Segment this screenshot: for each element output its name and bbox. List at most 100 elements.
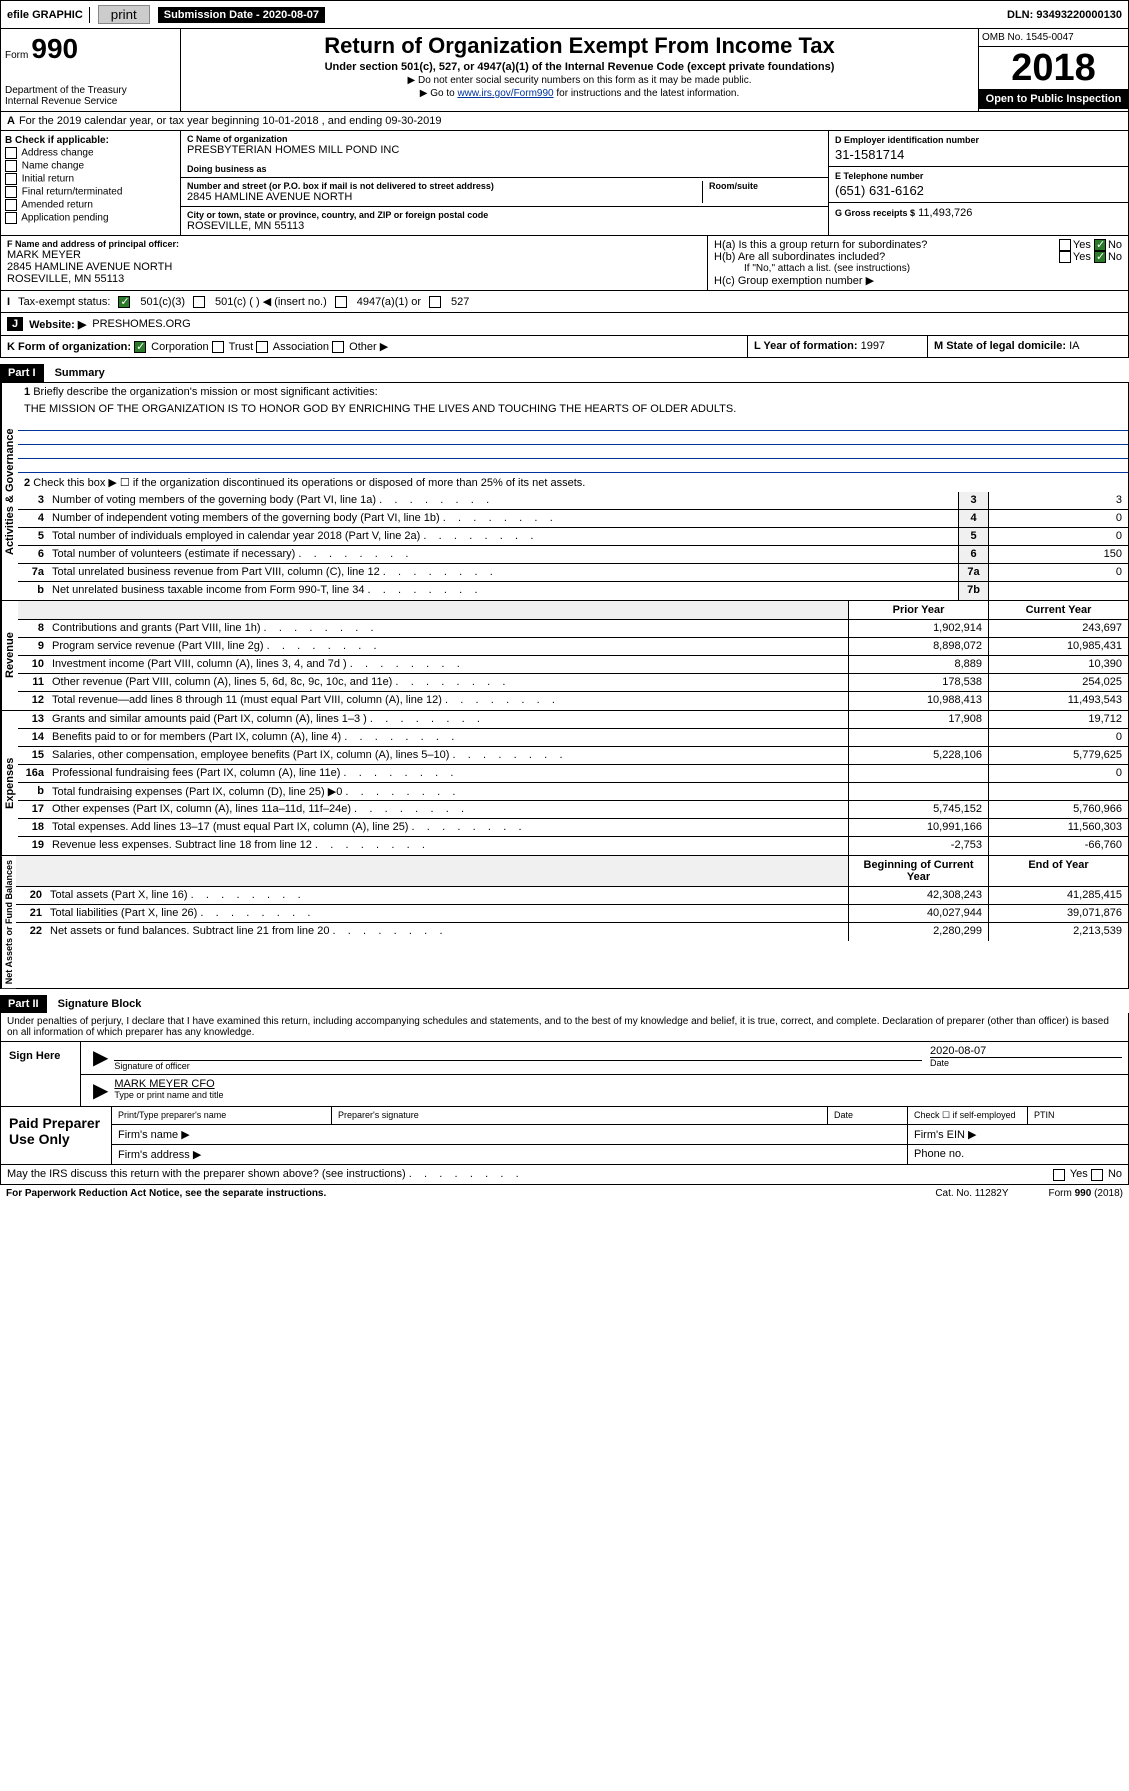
date-label: Date — [930, 1057, 1122, 1068]
check-amended: Amended return — [5, 199, 176, 211]
gross-value: 11,493,726 — [918, 207, 972, 219]
expenses-label: Expenses — [1, 711, 18, 855]
firm-ein-label: Firm's EIN ▶ — [908, 1125, 1128, 1144]
perjury-statement: Under penalties of perjury, I declare th… — [1, 1013, 1128, 1042]
gov-line-3: 3 Number of voting members of the govern… — [18, 492, 1128, 510]
section-h: H(a) Is this a group return for subordin… — [708, 236, 1128, 290]
website-row: J Website: ▶ PRESHOMES.ORG — [0, 313, 1129, 336]
tax-exempt-row: I Tax-exempt status: 501(c)(3) 501(c) ( … — [0, 291, 1129, 313]
period-text: For the 2019 calendar year, or tax year … — [19, 115, 442, 127]
print-button[interactable]: print — [98, 5, 150, 24]
sig-arrow-icon: ▶ — [87, 1045, 114, 1071]
main-info: B Check if applicable: Address change Na… — [0, 131, 1129, 236]
line2: 2 Check this box ▶ ☐ if the organization… — [18, 473, 1128, 492]
exp-line-18: 18 Total expenses. Add lines 13–17 (must… — [18, 819, 1128, 837]
sign-here-label: Sign Here — [1, 1042, 81, 1106]
rev-line-10: 10 Investment income (Part VIII, column … — [18, 656, 1128, 674]
ein-value: 31-1581714 — [835, 147, 1122, 162]
section-k: K Form of organization: Corporation Trus… — [1, 336, 748, 357]
rev-line-12: 12 Total revenue—add lines 8 through 11 … — [18, 692, 1128, 710]
rev-line-11: 11 Other revenue (Part VIII, column (A),… — [18, 674, 1128, 692]
form-header: Form 990 Department of the Treasury Inte… — [0, 29, 1129, 112]
firm-phone-label: Phone no. — [908, 1145, 1128, 1164]
form-org-row: K Form of organization: Corporation Trus… — [0, 336, 1129, 358]
tax-year: 2018 — [979, 47, 1128, 89]
title-box: Return of Organization Exempt From Incom… — [181, 29, 978, 111]
irs-link[interactable]: www.irs.gov/Form990 — [457, 88, 553, 99]
firm-name-label: Firm's name ▶ — [112, 1125, 908, 1144]
col-right: D Employer identification number 31-1581… — [828, 131, 1128, 235]
revenue-label: Revenue — [1, 601, 18, 710]
check-pending: Application pending — [5, 212, 176, 224]
firm-addr-label: Firm's address ▶ — [112, 1145, 908, 1164]
gov-line-5: 5 Total number of individuals employed i… — [18, 528, 1128, 546]
prep-sig-label: Preparer's signature — [332, 1107, 828, 1124]
section-l: L Year of formation: 1997 — [748, 336, 928, 357]
form-prefix: Form — [5, 50, 28, 61]
prep-name-label: Print/Type preparer's name — [112, 1107, 332, 1124]
part1-badge: Part I — [0, 364, 44, 382]
efile-label: efile GRAPHIC — [1, 7, 90, 23]
section-b-label: B Check if applicable: — [5, 135, 176, 146]
name-label: C Name of organization — [187, 134, 822, 144]
exp-line-13: 13 Grants and similar amounts paid (Part… — [18, 711, 1128, 729]
phone-value: (651) 631-6162 — [835, 183, 1122, 198]
top-bar: efile GRAPHIC print Submission Date - 20… — [0, 0, 1129, 29]
city-label: City or town, state or province, country… — [187, 210, 822, 220]
sig-arrow-icon-2: ▶ — [87, 1078, 114, 1103]
check-name: Name change — [5, 160, 176, 172]
period-row: A For the 2019 calendar year, or tax yea… — [0, 112, 1129, 131]
footer: For Paperwork Reduction Act Notice, see … — [0, 1185, 1129, 1202]
sig-officer-label: Signature of officer — [114, 1061, 922, 1071]
cat-number: Cat. No. 11282Y — [935, 1188, 1008, 1199]
paid-preparer-label: Paid Preparer Use Only — [1, 1107, 111, 1164]
governance-label: Activities & Governance — [1, 383, 18, 600]
instruction-2: ▶ Go to www.irs.gov/Form990 for instruct… — [189, 88, 970, 99]
sig-date: 2020-08-07 — [930, 1045, 1122, 1057]
instruction-1: ▶ Do not enter social security numbers o… — [189, 75, 970, 86]
gov-line-6: 6 Total number of volunteers (estimate i… — [18, 546, 1128, 564]
org-name-row: C Name of organization PRESBYTERIAN HOME… — [181, 131, 828, 178]
check-501c3 — [118, 296, 130, 308]
signature-block: Under penalties of perjury, I declare th… — [0, 1013, 1129, 1107]
gov-line-4: 4 Number of independent voting members o… — [18, 510, 1128, 528]
net-line-20: 20 Total assets (Part X, line 16) 42,308… — [16, 887, 1128, 905]
form-number-box: Form 990 Department of the Treasury Inte… — [1, 29, 181, 111]
prep-date-label: Date — [828, 1107, 908, 1124]
part1-header-row: Part I Summary — [0, 358, 1129, 382]
section-m: M State of legal domicile: IA — [928, 336, 1128, 357]
org-name: PRESBYTERIAN HOMES MILL POND INC — [187, 144, 822, 156]
paid-preparer-block: Paid Preparer Use Only Print/Type prepar… — [0, 1107, 1129, 1165]
prior-year-header: Prior Year — [848, 601, 988, 619]
open-public: Open to Public Inspection — [979, 89, 1128, 109]
part1-box: Activities & Governance 1 Briefly descri… — [0, 382, 1129, 989]
self-employed-check: Check ☐ if self-employed — [908, 1107, 1028, 1124]
dba-label: Doing business as — [187, 164, 822, 174]
rev-line-9: 9 Program service revenue (Part VIII, li… — [18, 638, 1128, 656]
gov-line-b: b Net unrelated business taxable income … — [18, 582, 1128, 600]
form-number: 990 — [31, 33, 78, 64]
ptin-label: PTIN — [1028, 1107, 1128, 1124]
type-name-label: Type or print name and title — [114, 1090, 1122, 1100]
paperwork-notice: For Paperwork Reduction Act Notice, see … — [6, 1188, 326, 1199]
addr-label: Number and street (or P.O. box if mail i… — [187, 181, 702, 191]
officer-name: MARK MEYER — [7, 249, 701, 261]
line1: 1 Briefly describe the organization's mi… — [18, 383, 1128, 401]
officer-typed-name: MARK MEYER CFO — [114, 1078, 1122, 1090]
website-value: PRESHOMES.ORG — [92, 318, 190, 330]
omb-number: OMB No. 1545-0047 — [979, 29, 1128, 47]
exp-line-19: 19 Revenue less expenses. Subtract line … — [18, 837, 1128, 855]
city-value: ROSEVILLE, MN 55113 — [187, 220, 822, 232]
officer-addr1: 2845 HAMLINE AVENUE NORTH — [7, 261, 701, 273]
addr-value: 2845 HAMLINE AVENUE NORTH — [187, 191, 702, 203]
exp-line-17: 17 Other expenses (Part IX, column (A), … — [18, 801, 1128, 819]
subtitle: Under section 501(c), 527, or 4947(a)(1)… — [189, 61, 970, 73]
employer-id: D Employer identification number 31-1581… — [829, 131, 1128, 167]
section-f: F Name and address of principal officer:… — [1, 236, 708, 290]
main-title: Return of Organization Exempt From Incom… — [189, 33, 970, 59]
check-final: Final return/terminated — [5, 186, 176, 198]
gov-line-7a: 7a Total unrelated business revenue from… — [18, 564, 1128, 582]
addr-row: Number and street (or P.O. box if mail i… — [181, 178, 828, 207]
exp-line-15: 15 Salaries, other compensation, employe… — [18, 747, 1128, 765]
label-a: A — [7, 115, 15, 127]
